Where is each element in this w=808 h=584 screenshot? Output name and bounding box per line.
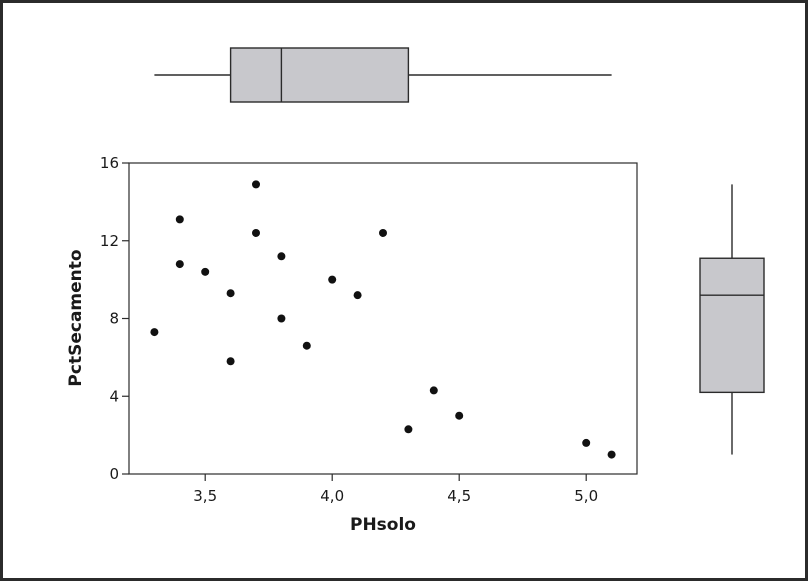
data-point	[150, 328, 159, 337]
x-tick-label: 3,5	[193, 487, 217, 505]
data-point	[302, 341, 311, 350]
y-tick-label: 4	[109, 387, 119, 405]
data-point	[455, 411, 464, 420]
y-boxplot-box	[699, 257, 765, 394]
data-point	[175, 260, 184, 269]
data-point	[252, 180, 260, 189]
data-point	[277, 252, 286, 261]
data-point	[226, 357, 235, 366]
marginal-boxplot-y	[699, 184, 765, 455]
x-tick-label: 4,5	[447, 487, 471, 505]
x-tick-label: 5,0	[574, 487, 598, 505]
data-point	[201, 267, 210, 276]
x-boxplot-box	[229, 47, 410, 103]
data-points	[150, 180, 616, 459]
x-tick-label: 4,0	[320, 487, 344, 505]
plot-area	[128, 162, 638, 475]
y-tick-label: 8	[109, 310, 119, 328]
x-axis-title: PHsolo	[350, 515, 416, 535]
data-point	[175, 215, 184, 224]
data-point	[582, 438, 591, 447]
data-point	[226, 289, 235, 298]
data-point	[379, 228, 387, 237]
x-axis: 3,5 4,0 4,5 5,0	[193, 474, 598, 505]
data-point	[429, 386, 438, 395]
y-tick-label: 0	[109, 465, 119, 483]
data-point	[252, 228, 260, 237]
y-tick-label: 16	[100, 154, 119, 172]
data-point	[607, 450, 616, 459]
y-tick-label: 12	[100, 232, 119, 250]
y-axis: 0 4 8 12 16	[100, 154, 129, 483]
data-point	[353, 291, 362, 300]
data-point	[277, 314, 286, 323]
data-point	[404, 425, 413, 434]
data-point	[328, 275, 337, 284]
y-axis-title: PctSecamento	[66, 249, 86, 386]
marginal-boxplot-x	[154, 47, 612, 103]
scatter-with-marginal-boxplots: 0 4 8 12 16 3,5 4,0 4,5 5,0 PHsolo PctSecamento	[66, 47, 765, 535]
